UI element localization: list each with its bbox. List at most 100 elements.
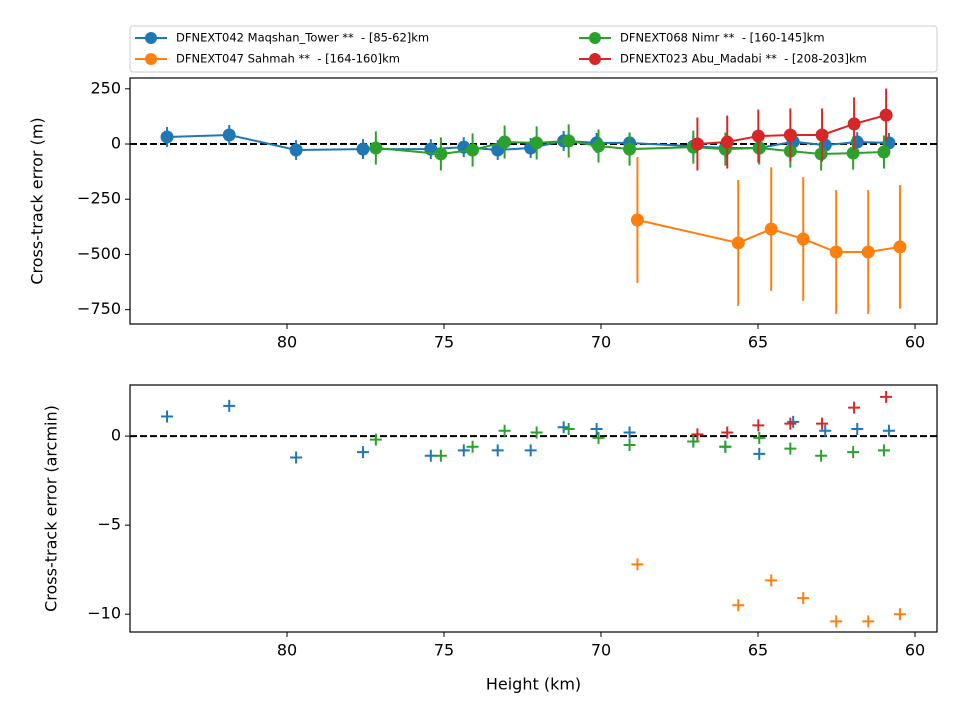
data-point bbox=[847, 446, 860, 459]
data-point bbox=[687, 435, 700, 448]
data-point bbox=[530, 136, 544, 150]
legend-label: DFNEXT042 Maqshan_Tower ** - [85-62]km bbox=[176, 31, 429, 45]
data-point bbox=[524, 444, 537, 457]
x-tick-label: 65 bbox=[748, 333, 768, 352]
data-point bbox=[893, 608, 906, 621]
y-tick-label: 0 bbox=[111, 426, 121, 445]
data-point bbox=[631, 558, 644, 571]
x-tick-label: 80 bbox=[277, 641, 297, 660]
data-point bbox=[880, 390, 893, 403]
data-point bbox=[851, 422, 864, 435]
data-point bbox=[882, 424, 895, 437]
data-point bbox=[630, 213, 644, 227]
data-point bbox=[784, 442, 797, 455]
x-tick-label: 75 bbox=[434, 641, 454, 660]
data-point bbox=[764, 222, 778, 236]
data-point bbox=[161, 410, 174, 423]
data-point bbox=[765, 574, 778, 587]
data-point bbox=[691, 428, 704, 441]
data-point bbox=[557, 421, 570, 434]
data-point bbox=[879, 108, 893, 122]
data-point bbox=[720, 135, 734, 149]
data-point bbox=[796, 232, 810, 246]
y-tick-label: −750 bbox=[77, 299, 121, 318]
legend-frame bbox=[129, 25, 938, 73]
data-point bbox=[491, 444, 504, 457]
x-tick-label: 60 bbox=[905, 641, 925, 660]
series bbox=[630, 157, 907, 314]
data-point bbox=[847, 117, 861, 131]
data-point bbox=[290, 451, 303, 464]
data-point bbox=[862, 615, 875, 628]
data-point bbox=[591, 139, 605, 153]
x-tick-label: 80 bbox=[277, 333, 297, 352]
data-point bbox=[732, 599, 745, 612]
data-point bbox=[848, 401, 861, 414]
data-point bbox=[562, 422, 575, 435]
data-point bbox=[719, 440, 732, 453]
data-point bbox=[356, 446, 369, 459]
data-point bbox=[877, 444, 890, 457]
data-point bbox=[369, 141, 383, 155]
data-point bbox=[721, 426, 734, 439]
series bbox=[631, 558, 906, 628]
data-point bbox=[816, 417, 829, 430]
data-point bbox=[829, 245, 843, 259]
y-tick-label: −10 bbox=[87, 604, 121, 623]
data-point bbox=[753, 431, 766, 444]
data-point bbox=[592, 431, 605, 444]
data-point bbox=[787, 415, 800, 428]
data-point bbox=[530, 426, 543, 439]
data-point bbox=[160, 130, 174, 144]
data-point bbox=[466, 440, 479, 453]
data-point bbox=[784, 417, 797, 430]
y-axis-label: Cross-track error (arcmin) bbox=[42, 405, 61, 612]
data-point bbox=[562, 134, 576, 148]
x-tick-label: 60 bbox=[905, 333, 925, 352]
axes-frame bbox=[129, 384, 938, 633]
data-point bbox=[498, 424, 511, 437]
data-point bbox=[815, 449, 828, 462]
data-point bbox=[623, 426, 636, 439]
data-point bbox=[498, 135, 512, 149]
series bbox=[369, 124, 891, 171]
legend-marker bbox=[589, 53, 601, 65]
axes-frame bbox=[129, 77, 938, 325]
x-tick-label: 75 bbox=[434, 333, 454, 352]
data-point bbox=[424, 449, 437, 462]
series bbox=[369, 422, 890, 462]
y-tick-label: −5 bbox=[97, 515, 121, 534]
data-point bbox=[861, 245, 875, 259]
x-tick-label: 70 bbox=[591, 641, 611, 660]
y-tick-label: −500 bbox=[77, 244, 121, 263]
legend-marker bbox=[589, 32, 601, 44]
data-point bbox=[690, 137, 704, 151]
axes: 80 75 70 65 60 0 −5 −10 Cross-track error (arcmi… bbox=[42, 384, 938, 694]
data-point bbox=[356, 142, 370, 156]
data-point bbox=[369, 433, 382, 446]
y-axis-label: Cross-track error (m) bbox=[28, 117, 47, 284]
legend-label: DFNEXT023 Abu_Madabi ** - [208-203]km bbox=[620, 52, 867, 66]
data-point bbox=[753, 447, 766, 460]
y-tick-label: 0 bbox=[111, 134, 121, 153]
data-point bbox=[783, 128, 797, 142]
data-point bbox=[846, 146, 860, 160]
data-point bbox=[434, 147, 448, 161]
data-point bbox=[457, 444, 470, 457]
data-point bbox=[623, 142, 637, 156]
data-point bbox=[289, 143, 303, 157]
data-point bbox=[466, 143, 480, 157]
legend-label: DFNEXT068 Nimr ** - [160-145]km bbox=[620, 31, 825, 45]
legend-marker bbox=[145, 32, 157, 44]
data-point bbox=[731, 236, 745, 250]
data-point bbox=[877, 145, 891, 159]
y-tick-label: −250 bbox=[77, 189, 121, 208]
series bbox=[691, 390, 893, 441]
data-point bbox=[797, 592, 810, 605]
data-point bbox=[434, 449, 447, 462]
x-tick-label: 70 bbox=[591, 333, 611, 352]
y-tick-label: 250 bbox=[90, 78, 121, 97]
data-point bbox=[893, 240, 907, 254]
legend-label: DFNEXT047 Sahmah ** - [164-160]km bbox=[176, 52, 400, 66]
